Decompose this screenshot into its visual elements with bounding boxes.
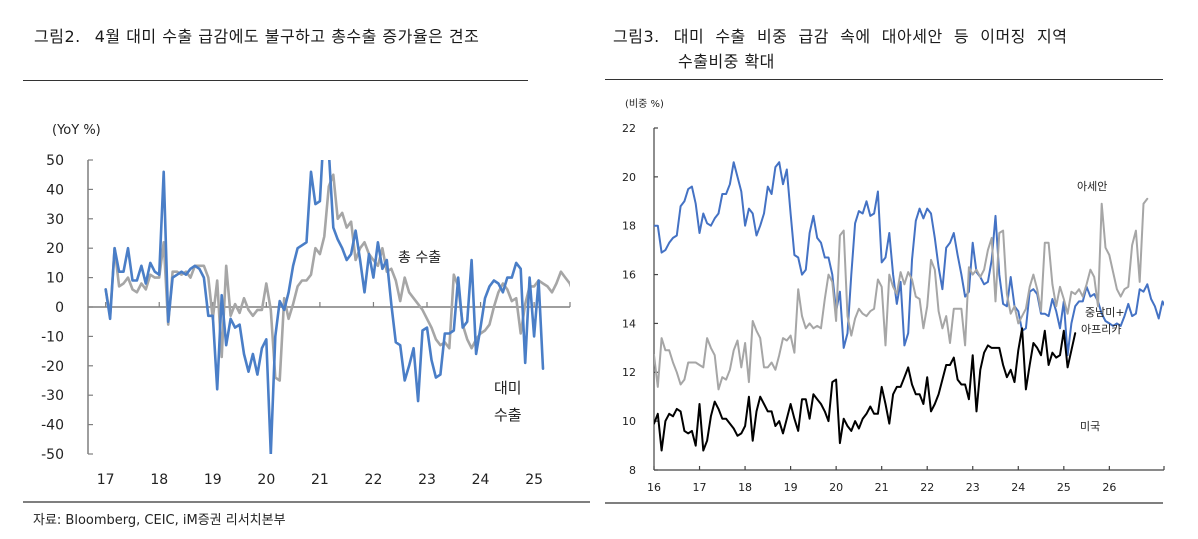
y-tick-label: 12 (622, 366, 636, 379)
right-x-ticks: 16 17 18 19 20 21 22 23 24 25 26 (647, 466, 1165, 494)
annotation-us: 미국 (1080, 420, 1100, 433)
y-tick-label: 20 (622, 171, 636, 184)
annotation-asean: 아세안 (1077, 180, 1107, 193)
y-tick-label: 22 (622, 122, 636, 135)
x-tick-label: 20 (257, 472, 275, 488)
right-y-axis-label: (비중 %) (625, 98, 664, 110)
right-chart-title-line2: 수출비중 확대 (678, 50, 775, 74)
x-tick-label: 19 (204, 472, 222, 488)
annotation-latam-africa-line1: 중남미+ (1085, 306, 1125, 319)
right-title-line2: 수출비중 확대 (678, 52, 775, 71)
right-chart-title: 그림3. 대미 수출 비중 급감 속에 대아세안 등 이머징 지역 (613, 25, 1068, 49)
x-tick-label: 19 (784, 481, 798, 494)
left-y-axis-label: (YoY %) (52, 123, 101, 138)
right-series-group (654, 161, 1164, 452)
y-tick-label: -10 (41, 329, 64, 345)
annotation-us-exports-line1: 대미 (494, 379, 522, 397)
y-tick-label: 40 (46, 182, 64, 198)
y-tick-label: 50 (46, 153, 64, 169)
left-x-ticks: 17 18 19 20 21 22 23 24 25 (97, 302, 571, 488)
y-tick-label: -50 (41, 447, 64, 463)
x-tick-label: 26 (1102, 481, 1116, 494)
series-line-아세안 (654, 197, 1149, 391)
x-tick-label: 17 (693, 481, 707, 494)
left-y-ticks: 50 40 30 20 10 0 -10 -20 -30 -40 -50 (41, 153, 93, 463)
y-tick-label: 18 (622, 220, 636, 233)
left-series-group (104, 160, 570, 454)
x-tick-label: 24 (472, 472, 490, 488)
x-tick-label: 16 (647, 481, 661, 494)
x-tick-label: 25 (525, 472, 543, 488)
x-tick-label: 20 (829, 481, 843, 494)
left-title-rule (23, 80, 528, 81)
right-title-line1: 대미 수출 비중 급감 속에 대아세안 등 이머징 지역 (673, 27, 1068, 46)
right-title-rule (605, 79, 1163, 80)
y-tick-label: 10 (46, 271, 64, 287)
annotation-latam-africa-line2: 아프리카 (1081, 323, 1121, 336)
left-figure-number: 그림2. (34, 27, 81, 46)
right-figure-number: 그림3. (613, 27, 660, 46)
y-tick-label: 30 (46, 212, 64, 228)
annotation-total-exports: 총 수출 (398, 250, 441, 266)
x-tick-label: 23 (966, 481, 980, 494)
x-tick-label: 24 (1011, 481, 1025, 494)
y-tick-label: -20 (41, 359, 64, 375)
y-tick-label: 14 (622, 317, 636, 330)
x-tick-label: 23 (418, 472, 436, 488)
series-line-중남미-아프리카 (654, 327, 1077, 452)
annotation-us-exports-line2: 수출 (494, 406, 522, 424)
x-tick-label: 18 (150, 472, 168, 488)
y-tick-label: -40 (41, 418, 64, 434)
left-title-text: 4월 대미 수출 급감에도 불구하고 총수출 증가율은 견조 (94, 27, 480, 46)
series-line-총-수출 (104, 173, 570, 382)
y-tick-label: 8 (629, 464, 636, 477)
x-tick-label: 17 (97, 472, 115, 488)
x-tick-label: 18 (738, 481, 752, 494)
x-tick-label: 21 (311, 472, 329, 488)
y-tick-label: 0 (55, 300, 64, 316)
x-tick-label: 22 (365, 472, 383, 488)
series-line-미국 (654, 161, 1164, 357)
series-line-대미-수출 (104, 160, 545, 454)
y-tick-label: 16 (622, 269, 636, 282)
left-source-text: 자료: Bloomberg, CEIC, iM증권 리서치본부 (33, 513, 286, 528)
right-y-ticks: 22 20 18 16 14 12 10 8 (622, 122, 658, 477)
y-tick-label: 10 (622, 415, 636, 428)
y-tick-label: -30 (41, 388, 64, 404)
x-tick-label: 25 (1057, 481, 1071, 494)
left-chart-title: 그림2. 4월 대미 수출 급감에도 불구하고 총수출 증가율은 견조 (34, 25, 479, 49)
x-tick-label: 22 (920, 481, 934, 494)
right-chart: (비중 %) 22 20 18 16 14 12 10 8 16 17 18 19 20 21 22 23 2… (622, 98, 1165, 494)
y-tick-label: 20 (46, 241, 64, 257)
x-tick-label: 21 (875, 481, 889, 494)
